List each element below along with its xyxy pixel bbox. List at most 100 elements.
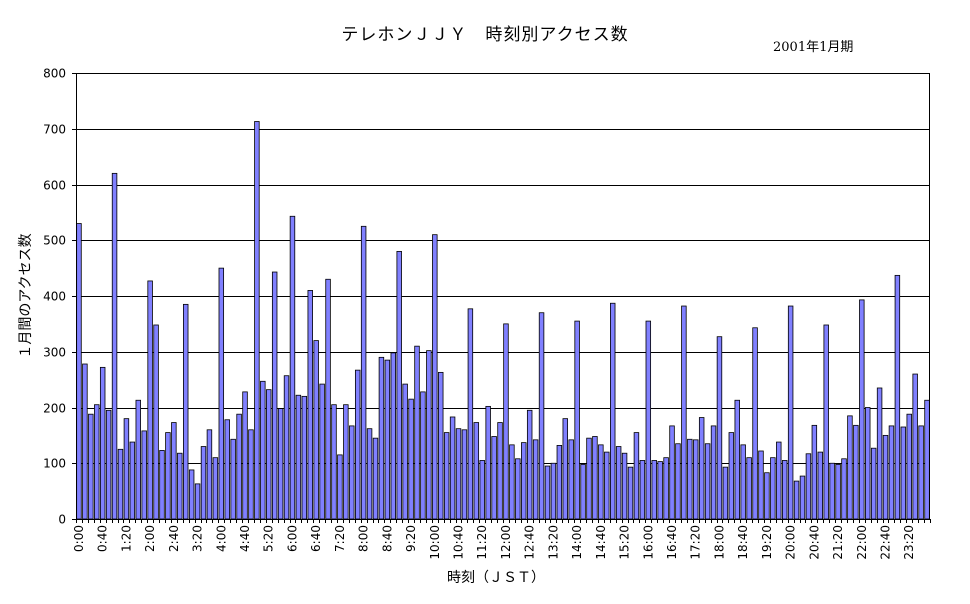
bar-3: [94, 404, 100, 520]
bar-13: [153, 324, 159, 520]
bar-108: [716, 336, 723, 520]
bar-9: [129, 441, 136, 520]
bar-35: [283, 375, 290, 520]
bar-58: [420, 391, 426, 520]
bar-134: [870, 447, 877, 520]
bar-74: [515, 458, 521, 520]
bar-89: [604, 451, 610, 520]
x-tick-label-4: 2:40: [167, 525, 181, 552]
bar-70: [491, 436, 497, 520]
bar-44: [337, 454, 343, 520]
bar-8: [123, 418, 130, 520]
x-tick-label-31: 20:40: [807, 525, 821, 560]
bar-106: [704, 443, 711, 520]
bar-88: [598, 444, 604, 520]
x-tick-label-30: 20:00: [784, 525, 798, 560]
chart-title: テレホンＪＪＹ 時刻別アクセス数: [341, 25, 629, 45]
bar-113: [746, 457, 752, 520]
bar-125: [817, 451, 823, 520]
bar-25: [224, 419, 230, 520]
bar-17: [177, 452, 183, 520]
bar-26: [230, 438, 236, 520]
bar-24: [218, 267, 225, 520]
bar-38: [301, 395, 308, 520]
bar-115: [758, 450, 764, 520]
bar-79: [544, 465, 551, 520]
bar-33: [271, 271, 278, 520]
x-tick-label-24: 16:00: [641, 525, 655, 560]
bar-90: [610, 302, 616, 520]
bar-142: [918, 425, 924, 520]
bar-102: [681, 305, 687, 520]
bar-99: [663, 457, 669, 520]
bar-85: [580, 463, 586, 520]
bar-83: [568, 439, 574, 520]
bar-52: [384, 359, 391, 520]
x-tick-label-28: 18:40: [736, 525, 750, 560]
bar-77: [532, 439, 539, 520]
bar-19: [188, 469, 195, 520]
bar-34: [277, 408, 284, 520]
bar-32: [266, 389, 272, 520]
bar-135: [876, 387, 883, 520]
x-tick-label-27: 18:00: [713, 525, 727, 560]
bar-75: [521, 442, 527, 520]
bar-139: [900, 426, 907, 520]
bar-64: [455, 428, 462, 520]
bar-10: [135, 399, 141, 520]
x-tick-label-13: 8:40: [380, 525, 394, 552]
y-tick-label-200: 200: [43, 402, 66, 416]
x-tick-label-35: 23:20: [902, 525, 916, 560]
bar-128: [835, 463, 841, 520]
x-tick-label-3: 2:00: [143, 525, 157, 552]
bar-14: [159, 450, 165, 520]
gridlines: [76, 73, 930, 464]
bar-131: [853, 424, 859, 520]
y-tick-label-700: 700: [43, 123, 66, 137]
bar-124: [811, 424, 818, 520]
bar-112: [740, 444, 746, 520]
x-tick-labels: 0:00 0:40 1:20 2:00 2:40 3:20 4:00 4:40 5:20 6:00…: [72, 525, 916, 560]
bar-54: [396, 250, 402, 520]
bar-1: [82, 363, 88, 520]
y-tick-label-400: 400: [43, 290, 66, 304]
bar-95: [639, 460, 646, 520]
bar-68: [479, 460, 485, 520]
bar-0: [76, 223, 82, 520]
bar-6: [111, 172, 118, 520]
bar-92: [621, 452, 628, 520]
bar-63: [449, 416, 456, 520]
bar-59: [426, 350, 432, 520]
bar-5: [105, 409, 112, 520]
x-tick-label-16: 10:40: [452, 525, 466, 560]
bar-65: [461, 429, 468, 520]
bar-105: [698, 417, 705, 520]
bar-20: [194, 483, 201, 520]
bar-96: [645, 320, 652, 520]
x-tick-label-9: 6:00: [286, 525, 300, 552]
bar-93: [627, 466, 634, 520]
bar-31: [260, 380, 266, 520]
bar-50: [372, 437, 379, 520]
bar-86: [586, 437, 592, 520]
y-tick-label-800: 800: [43, 67, 66, 81]
x-tick-label-2: 1:20: [119, 525, 133, 552]
bar-42: [325, 278, 331, 520]
bar-87: [592, 436, 598, 520]
bar-36: [289, 215, 296, 520]
bar-48: [360, 225, 367, 520]
bar-11: [141, 430, 147, 520]
bar-21: [200, 446, 207, 520]
bar-49: [366, 428, 373, 520]
bar-22: [206, 429, 213, 520]
x-tick-label-21: 14:00: [570, 525, 584, 560]
x-tick-label-1: 0:40: [96, 525, 110, 552]
bar-45: [343, 404, 349, 520]
bar-116: [764, 472, 770, 520]
x-tick-label-12: 8:00: [357, 525, 371, 552]
bar-111: [734, 399, 740, 520]
bar-27: [236, 413, 242, 520]
x-tick-label-8: 5:20: [262, 525, 276, 552]
bar-130: [847, 415, 853, 520]
bar-121: [793, 480, 800, 520]
